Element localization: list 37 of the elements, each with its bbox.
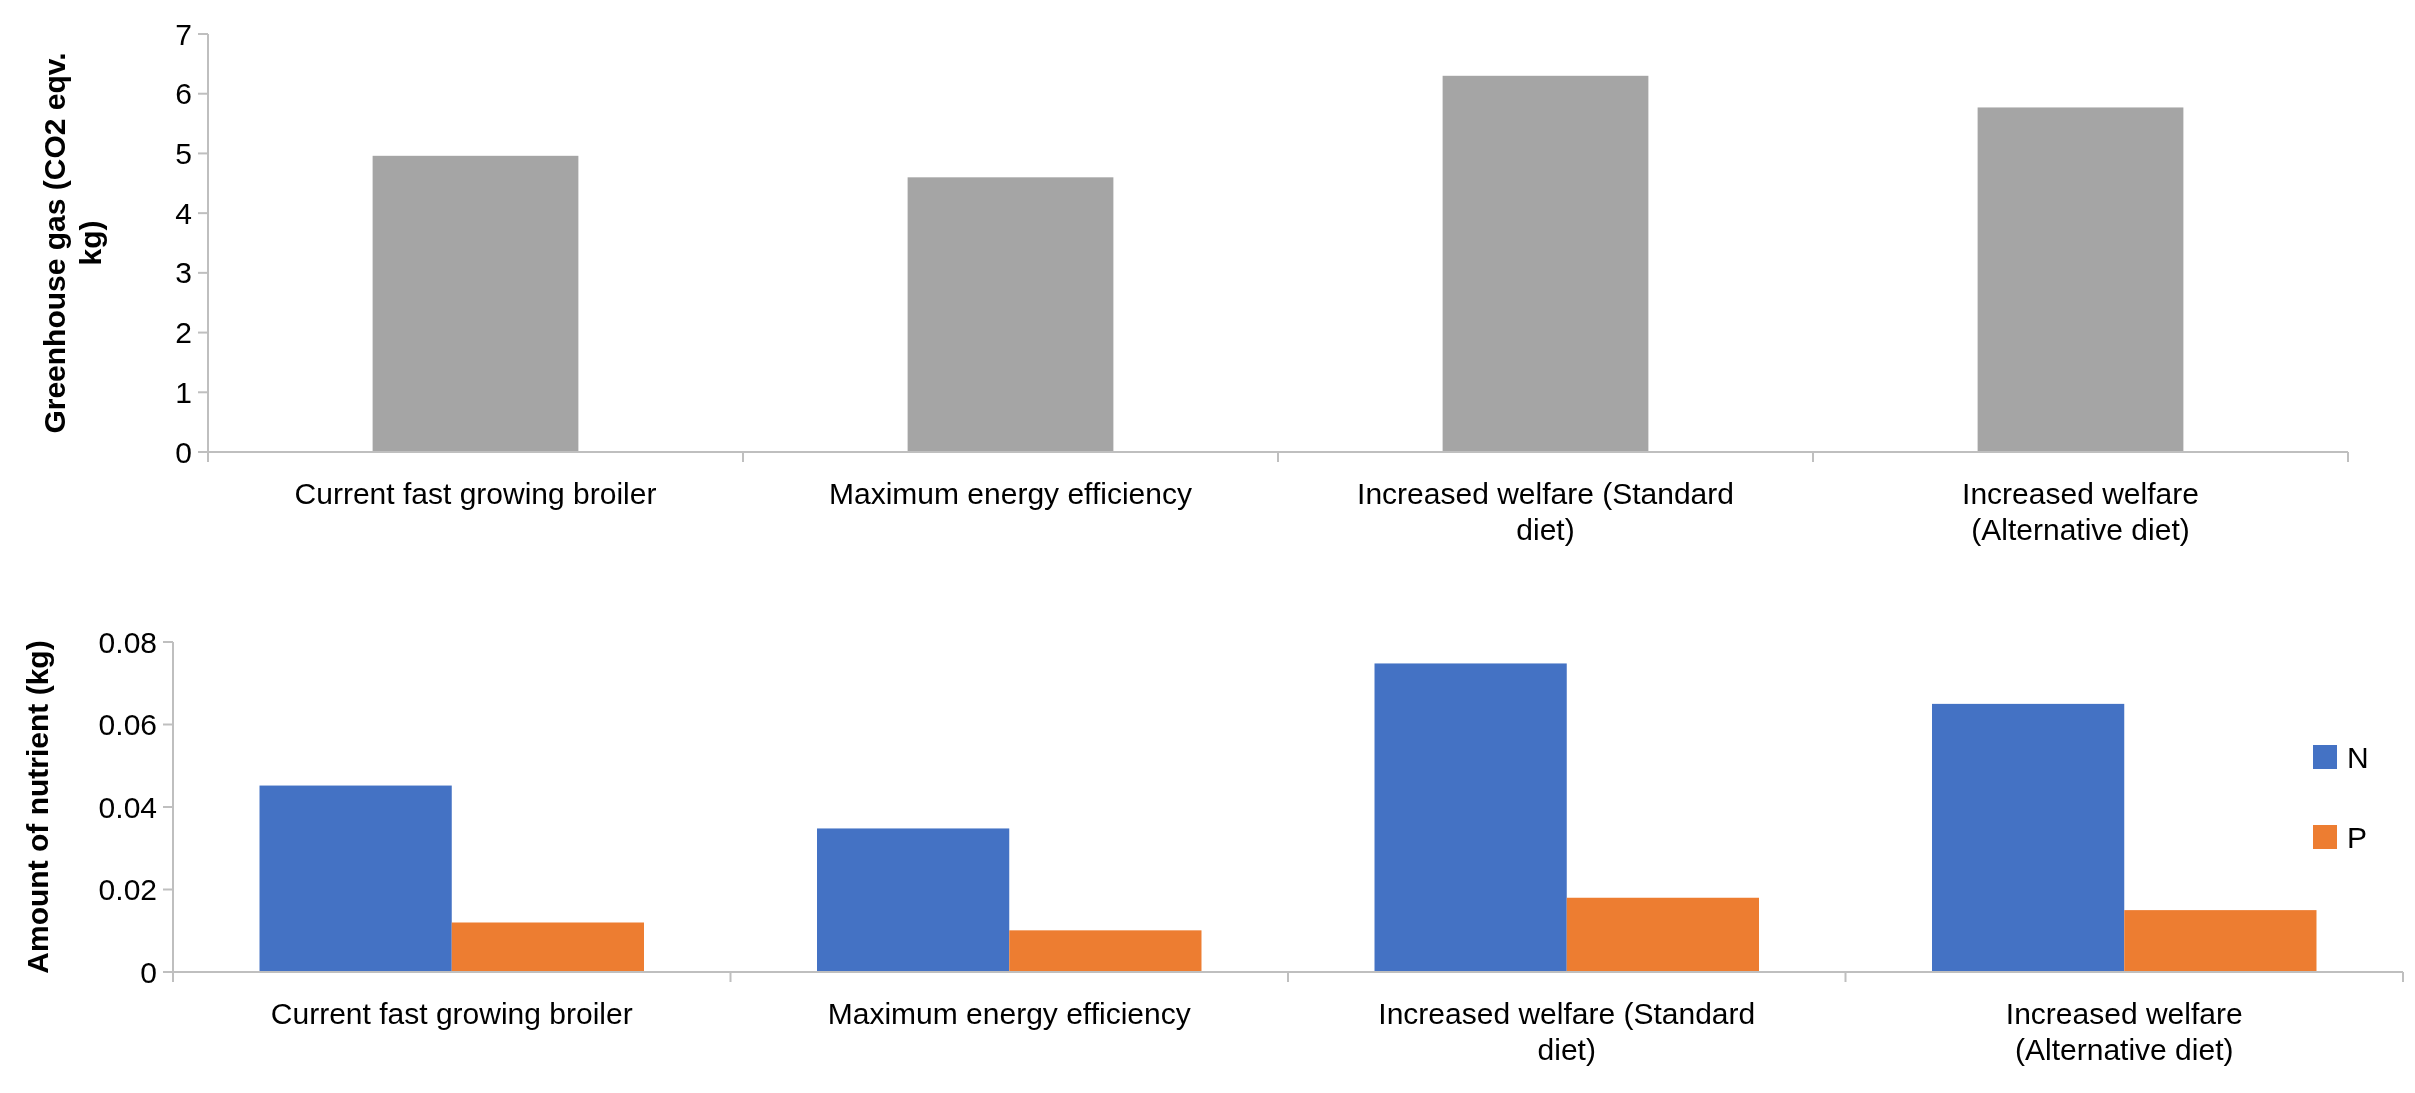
y-tick-label: 1 [175,375,192,409]
y-tick-label: 0 [175,435,192,469]
y-axis-title: Greenhouse gas (CO2 eqv. kg) [38,52,107,434]
y-tick-label: 0.02 [98,873,157,906]
x-tick-label: Current fast growing broiler [294,477,657,510]
y-tick-label: 3 [175,256,192,290]
bar [1009,930,1202,972]
bar [1442,75,1649,452]
x-tick-label: Maximum energy efficiency [829,477,1192,510]
x-tick-label: Increased welfare (Alternative diet) [2005,997,2243,1066]
y-tick-label: 2 [175,316,192,350]
y-tick-label: 0.04 [98,790,157,824]
x-tick-label: Increased welfare (Standard diet) [1378,997,1756,1066]
y-tick-label: 4 [175,196,192,230]
y-tick-label: 0 [140,955,157,989]
bar [451,922,644,972]
y-tick-label: 6 [175,77,192,111]
y-axis-title: Amount of nutrient (kg) [21,640,54,974]
bar [817,828,1010,972]
x-tick-label: Increased welfare (Standard diet) [1357,477,1734,546]
bar [1932,703,2125,972]
x-tick-label: Current fast growing broiler [270,997,633,1030]
x-tick-label: Maximum energy efficiency [827,997,1191,1030]
legend-label: P [2347,820,2368,854]
y-tick-label: 0.06 [98,708,157,741]
bar [372,155,579,452]
bar [259,785,452,972]
bar [907,177,1114,452]
legend-label: N [2347,740,2369,774]
bar [2124,910,2317,972]
y-tick-label: 7 [175,17,192,51]
x-tick-label: Increased welfare (Alternative diet) [1962,477,2199,546]
bar [1977,107,2184,452]
bar [1566,897,1759,972]
y-tick-label: 5 [175,136,192,170]
bar [1374,663,1567,972]
y-tick-label: 0.08 [98,625,157,659]
